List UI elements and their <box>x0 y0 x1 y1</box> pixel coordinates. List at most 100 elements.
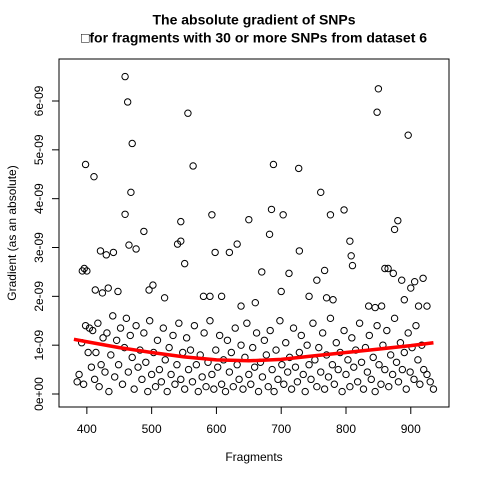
point <box>221 387 230 396</box>
x-tick-label: 800 <box>336 422 356 436</box>
point <box>159 324 168 332</box>
point <box>167 370 175 379</box>
point <box>231 324 239 332</box>
point <box>357 358 366 366</box>
point <box>217 292 226 301</box>
point <box>190 321 199 330</box>
point <box>289 324 298 332</box>
point <box>184 109 192 117</box>
point <box>340 326 348 335</box>
point <box>260 336 269 344</box>
point <box>149 281 157 289</box>
point <box>416 380 424 388</box>
point <box>252 329 261 337</box>
point <box>215 331 224 340</box>
point <box>277 287 285 296</box>
x-tick-label: 600 <box>206 422 226 436</box>
point <box>367 375 375 384</box>
point <box>394 378 403 386</box>
point <box>262 351 271 359</box>
point <box>81 160 90 169</box>
y-tick-label: 3e-09 <box>32 232 46 263</box>
point <box>429 385 438 393</box>
point <box>227 348 236 357</box>
point <box>157 378 166 386</box>
point <box>208 370 216 379</box>
point <box>103 329 111 337</box>
point <box>404 329 412 337</box>
point <box>410 277 419 286</box>
point <box>153 336 162 344</box>
point <box>279 211 287 219</box>
point <box>199 292 208 301</box>
point <box>269 160 278 169</box>
point <box>346 237 354 245</box>
point <box>412 321 420 330</box>
point <box>105 387 113 396</box>
point <box>305 361 313 369</box>
point <box>377 380 385 388</box>
point <box>121 72 129 81</box>
point <box>184 365 193 374</box>
point <box>182 334 191 342</box>
point <box>419 274 427 282</box>
point <box>295 247 304 255</box>
point <box>291 363 300 371</box>
point <box>102 251 110 259</box>
point <box>144 387 152 396</box>
point <box>200 329 208 337</box>
point <box>142 358 150 366</box>
point <box>212 346 220 354</box>
point <box>78 267 87 275</box>
x-axis-label: Fragments <box>225 450 282 464</box>
point <box>326 211 335 219</box>
point <box>375 361 383 369</box>
point <box>328 361 337 369</box>
point <box>348 334 356 342</box>
point <box>353 378 362 386</box>
point <box>194 387 202 396</box>
point <box>177 217 185 226</box>
point <box>305 292 313 301</box>
point <box>128 353 136 362</box>
point <box>426 378 434 386</box>
point <box>344 356 352 364</box>
point <box>237 341 245 349</box>
point <box>161 356 169 364</box>
point <box>313 382 321 391</box>
point <box>125 241 133 249</box>
point <box>320 266 329 275</box>
point <box>75 370 83 379</box>
point <box>177 237 185 245</box>
point <box>132 321 140 330</box>
point <box>208 211 216 219</box>
point <box>272 346 280 354</box>
point <box>192 361 201 369</box>
point <box>251 298 259 307</box>
point <box>384 264 392 273</box>
point <box>301 387 309 396</box>
point <box>165 343 173 352</box>
point <box>147 370 156 379</box>
point <box>155 365 164 374</box>
point <box>73 378 81 386</box>
point <box>280 380 288 388</box>
x-tick-label: 400 <box>77 422 97 436</box>
point <box>94 319 102 327</box>
point <box>79 380 88 388</box>
point <box>355 319 364 327</box>
point <box>233 361 241 369</box>
point <box>198 373 206 381</box>
x-tick-label: 500 <box>142 422 162 436</box>
point <box>299 370 307 379</box>
point <box>317 188 325 197</box>
x-tick-label: 900 <box>401 422 421 436</box>
point <box>123 98 132 106</box>
point <box>163 387 171 396</box>
point <box>303 341 311 349</box>
point <box>374 85 383 93</box>
point <box>394 216 402 225</box>
point <box>414 302 423 310</box>
point <box>287 385 296 393</box>
